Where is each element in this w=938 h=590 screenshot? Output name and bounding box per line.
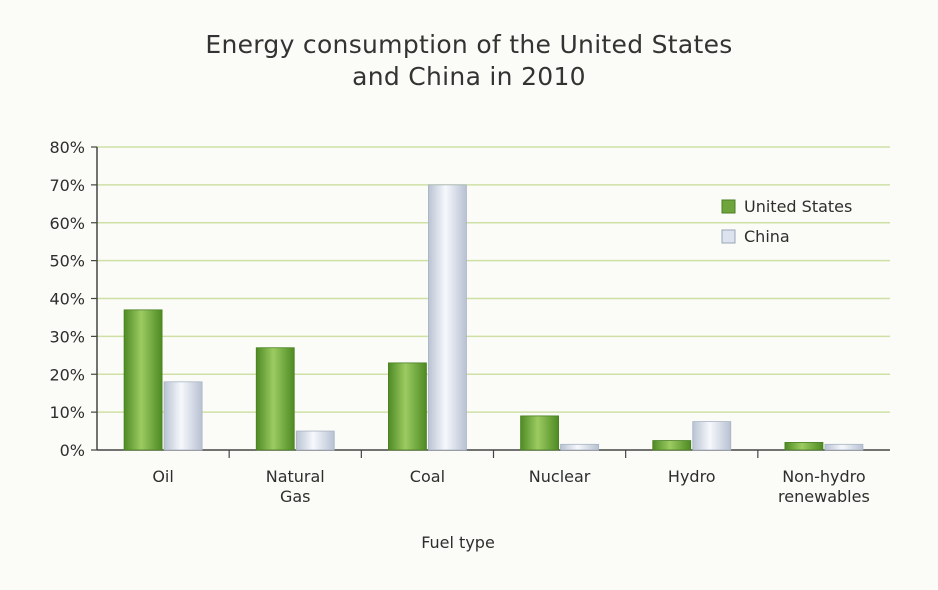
bar-china-non-hydro-renewables	[824, 443, 864, 451]
chart-title-line-1: Energy consumption of the United States	[205, 30, 733, 59]
chart-title-line-2: and China in 2010	[352, 62, 586, 91]
y-tick-label: 80%	[49, 138, 85, 157]
x-tick-label: Coal	[410, 467, 445, 486]
bar-united-states-nuclear	[520, 415, 559, 451]
y-tick-label: 50%	[49, 252, 85, 271]
x-tick-label: Nuclear	[529, 467, 591, 486]
y-tick-label: 60%	[49, 214, 85, 233]
y-tick-label: 70%	[49, 176, 85, 195]
legend-swatch-united-states	[721, 199, 736, 214]
x-tick-label: Oil	[152, 467, 173, 486]
y-tick-label: 0%	[60, 441, 85, 460]
bar-china-oil	[163, 381, 203, 451]
y-tick-label: 20%	[49, 365, 85, 384]
x-tick-label: Non-hydro	[782, 467, 865, 486]
bar-china-nuclear	[560, 443, 599, 451]
y-tick-label: 40%	[49, 290, 85, 309]
bar-united-states-natural-gas	[255, 347, 295, 451]
bar-china-hydro	[692, 421, 732, 451]
x-tick-label: Hydro	[668, 467, 716, 486]
bar-united-states-hydro	[652, 440, 692, 451]
y-tick-label: 30%	[49, 327, 85, 346]
bar-united-states-coal	[388, 362, 427, 451]
y-tick-label: 10%	[49, 403, 85, 422]
bar-united-states-oil	[123, 309, 163, 451]
x-tick-label: Gas	[280, 487, 311, 506]
bar-china-natural-gas	[295, 430, 335, 451]
legend-swatch-china	[721, 229, 736, 244]
x-tick-label: renewables	[778, 487, 870, 506]
legend-label-united-states: United States	[744, 197, 852, 216]
x-tick-label: Natural	[266, 467, 325, 486]
bar-china-coal	[428, 184, 467, 451]
legend-label-china: China	[744, 227, 790, 246]
x-axis-title: Fuel type	[421, 533, 495, 552]
bar-united-states-non-hydro-renewables	[784, 442, 824, 451]
